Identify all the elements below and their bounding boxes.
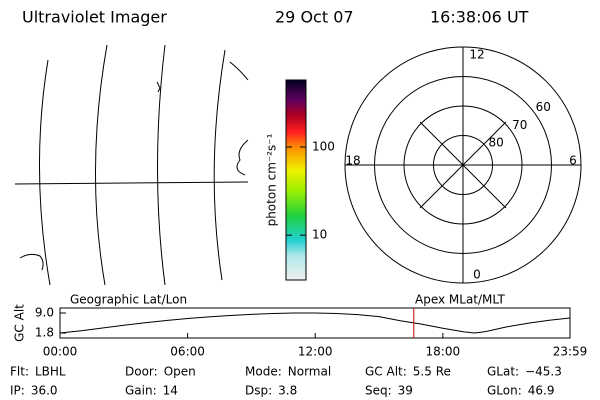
hour-label: 18 — [345, 154, 360, 168]
status-label: IP: — [10, 384, 25, 398]
status-value: 5.5 Re — [413, 365, 451, 379]
lat-label: 60 — [536, 100, 551, 114]
status-value: 14 — [163, 384, 178, 398]
lat-circle — [374, 76, 552, 254]
status-label: Mode: — [245, 365, 282, 379]
x-tick-label: 12:00 — [298, 345, 333, 359]
hour-label: 6 — [569, 154, 577, 168]
hour-label: 0 — [473, 268, 481, 282]
map-grid — [14, 44, 249, 286]
colorbar-label: photon cm⁻²s⁻¹ — [265, 133, 279, 226]
status-value: 46.9 — [528, 384, 555, 398]
status-value: 36.0 — [31, 384, 58, 398]
colorbar-tick-label: 100 — [312, 139, 335, 153]
time: 16:38:06 UT — [430, 8, 529, 27]
right-label: Apex MLat/MLT — [415, 293, 505, 307]
lat-circle — [433, 135, 493, 195]
status-label: GC Alt: — [365, 365, 407, 379]
y-tick-label: 1.8 — [35, 326, 54, 340]
colorbar-tick-label: 10 — [312, 228, 327, 242]
status-label: GLon: — [487, 384, 522, 398]
x-tick-label: 23:59 — [553, 345, 588, 359]
status-value: Normal — [288, 365, 331, 379]
title: Ultraviolet Imager — [22, 8, 167, 27]
y-axis-label: GC Alt — [13, 304, 27, 342]
status-value: 3.8 — [278, 384, 297, 398]
colorbar — [286, 80, 306, 280]
status-label: Dsp: — [245, 384, 272, 398]
colorbar-frame — [285, 79, 307, 281]
status-label: Seq: — [365, 384, 392, 398]
status-value: LBHL — [35, 365, 66, 379]
status-value: Open — [164, 365, 196, 379]
lat-circle — [403, 105, 523, 225]
x-tick-label: 18:00 — [426, 345, 461, 359]
status-value: −45.3 — [525, 365, 562, 379]
polar-diagonal — [419, 121, 507, 209]
status-label: Flt: — [10, 365, 29, 379]
lat-label: 80 — [489, 136, 504, 150]
altitude-line — [59, 312, 571, 334]
lat-label: 70 — [512, 118, 527, 132]
x-tick-label: 06:00 — [170, 345, 205, 359]
status-value: 39 — [398, 384, 413, 398]
y-tick-label: 9.0 — [35, 306, 54, 320]
status-label: GLat: — [487, 365, 519, 379]
status-label: Gain: — [125, 384, 157, 398]
hour-label: 12 — [469, 48, 484, 62]
left-label: Geographic Lat/Lon — [70, 293, 187, 307]
status-label: Door: — [125, 365, 158, 379]
x-tick-label: 00:00 — [43, 345, 78, 359]
date: 29 Oct 07 — [275, 8, 354, 27]
